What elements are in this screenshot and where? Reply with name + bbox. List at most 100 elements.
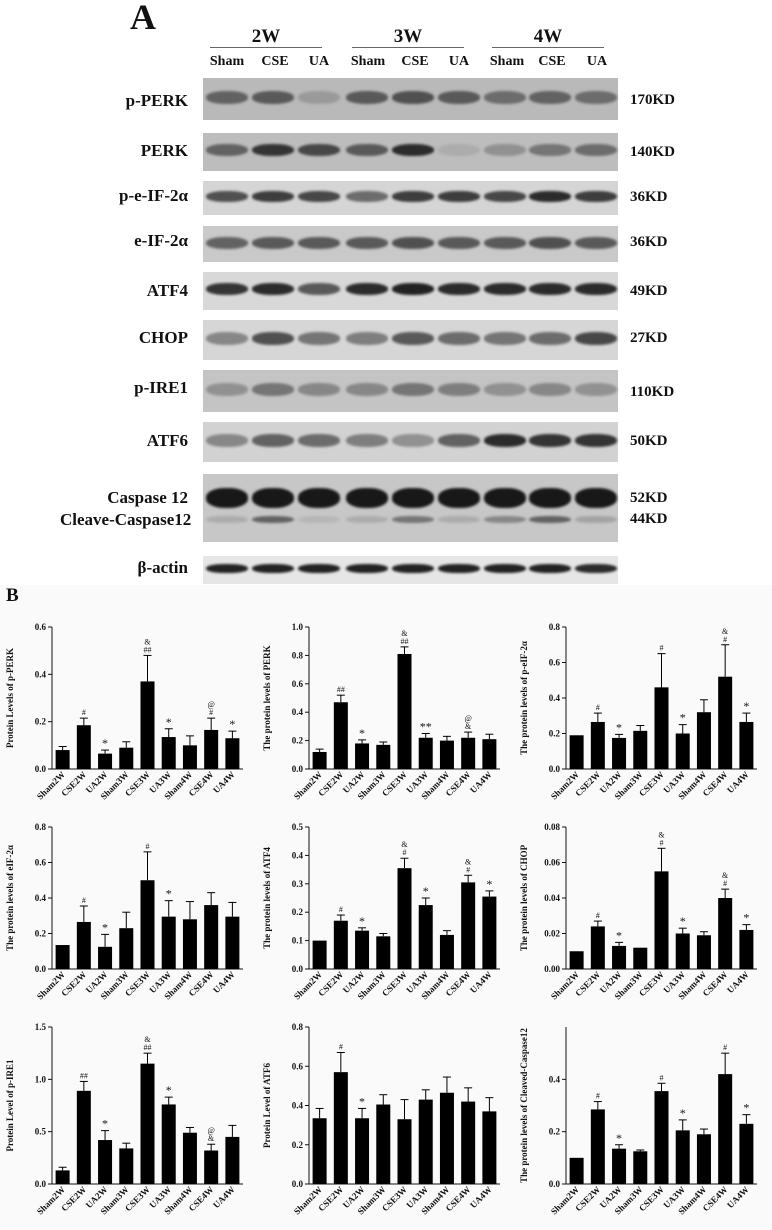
protein-band bbox=[484, 144, 526, 156]
y-tick-label: 0.4 bbox=[35, 893, 47, 903]
bar bbox=[633, 947, 648, 969]
bar-chart-cleaved-caspase12: The protein levels of Cleaved-Caspase12 0… bbox=[519, 1027, 757, 1217]
bar bbox=[696, 712, 711, 769]
significance-marker: * bbox=[616, 1131, 622, 1145]
protein-band bbox=[298, 191, 340, 202]
significance-marker: # bbox=[339, 905, 343, 914]
protein-band bbox=[575, 191, 617, 202]
significance-marker: & bbox=[208, 1134, 215, 1143]
y-tick-label: 1.0 bbox=[292, 622, 304, 632]
protein-band bbox=[438, 488, 480, 508]
bar bbox=[654, 1091, 669, 1184]
bar bbox=[739, 929, 754, 969]
protein-band bbox=[392, 332, 434, 345]
y-tick-label: 0.04 bbox=[544, 893, 560, 903]
bar bbox=[161, 916, 176, 969]
protein-band bbox=[206, 91, 248, 104]
y-axis-label: The protein levels of Cleaved-Caspase12 bbox=[519, 1028, 529, 1183]
significance-marker: & bbox=[144, 637, 151, 646]
protein-band bbox=[206, 144, 248, 156]
y-tick-label: 1.0 bbox=[35, 1074, 47, 1084]
y-axis-label: Protein Level of ATF6 bbox=[262, 1063, 272, 1148]
bar bbox=[612, 1148, 627, 1184]
protein-band bbox=[298, 237, 340, 249]
significance-marker: * bbox=[102, 920, 108, 934]
protein-band bbox=[206, 332, 248, 345]
bar-chart-p-ire1: Protein Level of p-IRE1 0.0 0.5 1.0 1.5 Sham2… bbox=[5, 1022, 243, 1217]
significance-marker: @ bbox=[207, 1126, 214, 1135]
group-label: CSE bbox=[401, 54, 429, 69]
x-tick-label: UA4W bbox=[468, 769, 494, 795]
y-axis-label: The protein levels of p-eIF-2α bbox=[519, 641, 529, 755]
protein-band bbox=[346, 383, 388, 396]
y-tick-label: 0.1 bbox=[292, 936, 304, 946]
bar bbox=[569, 951, 584, 969]
protein-band bbox=[346, 488, 388, 508]
protein-band bbox=[392, 191, 434, 202]
significance-marker: & bbox=[722, 627, 729, 636]
y-axis-label: Protein Levels of p-PERK bbox=[5, 648, 15, 748]
y-tick-label: 0.2 bbox=[35, 929, 47, 939]
y-tick-label: 0.6 bbox=[35, 622, 47, 632]
bar bbox=[225, 738, 240, 769]
protein-band bbox=[438, 383, 480, 396]
week-divider bbox=[352, 47, 464, 48]
protein-band bbox=[392, 91, 434, 104]
y-tick-label: 0.5 bbox=[35, 1127, 47, 1137]
bar bbox=[204, 1150, 219, 1184]
significance-marker: # bbox=[723, 635, 727, 644]
y-tick-label: 0.4 bbox=[35, 669, 47, 679]
protein-band bbox=[529, 144, 571, 156]
protein-band bbox=[438, 91, 480, 104]
week-label-3w: 3W bbox=[393, 26, 423, 47]
kd-label: 50KD bbox=[630, 433, 668, 449]
blot-strip bbox=[203, 78, 618, 120]
bar bbox=[654, 687, 669, 769]
protein-band bbox=[298, 516, 340, 523]
bar-chart-p-perk: Protein Levels of p-PERK 0.0 0.2 0.4 0.6 Sham… bbox=[5, 622, 243, 802]
significance-marker: * bbox=[423, 884, 429, 898]
bar bbox=[140, 681, 155, 769]
protein-band bbox=[298, 91, 340, 104]
bar bbox=[612, 945, 627, 969]
protein-band bbox=[529, 383, 571, 396]
significance-marker: * bbox=[166, 715, 172, 729]
protein-band bbox=[438, 332, 480, 345]
bar-chart-chop: The protein levels of CHOP 0.00 0.02 0.04 0.… bbox=[519, 822, 757, 1002]
x-tick-label: UA4W bbox=[468, 1184, 494, 1210]
protein-label: β-actin bbox=[137, 558, 188, 577]
protein-band bbox=[206, 191, 248, 202]
significance-marker: # bbox=[596, 703, 600, 712]
bar bbox=[182, 745, 197, 769]
y-tick-label: 0.2 bbox=[549, 1127, 561, 1137]
week-divider bbox=[492, 47, 604, 48]
bar bbox=[675, 733, 690, 769]
protein-band bbox=[438, 434, 480, 447]
bar bbox=[76, 921, 91, 969]
protein-band bbox=[252, 488, 294, 508]
protein-band bbox=[298, 564, 340, 573]
significance-marker: & bbox=[144, 1035, 151, 1044]
significance-marker: # bbox=[660, 838, 664, 847]
y-tick-label: 0.00 bbox=[544, 964, 560, 974]
significance-marker: # bbox=[723, 879, 727, 888]
significance-marker: # bbox=[596, 1092, 600, 1101]
significance-marker: ## bbox=[401, 637, 409, 646]
group-label: UA bbox=[448, 54, 470, 69]
y-tick-label: 0.4 bbox=[549, 1074, 561, 1084]
blot-strip bbox=[203, 320, 618, 360]
protein-band bbox=[346, 434, 388, 447]
y-tick-label: 0.02 bbox=[544, 929, 560, 939]
kd-label: 44KD bbox=[630, 511, 668, 527]
significance-marker: ## bbox=[144, 645, 152, 654]
x-tick-label: UA4W bbox=[211, 969, 237, 995]
bar bbox=[461, 737, 476, 769]
protein-band bbox=[298, 488, 340, 508]
significance-marker: # bbox=[596, 911, 600, 920]
y-tick-label: 0.8 bbox=[292, 1022, 304, 1032]
x-tick-label: UA4W bbox=[725, 769, 751, 795]
bar bbox=[675, 1130, 690, 1184]
y-tick-label: 0.0 bbox=[35, 964, 47, 974]
y-tick-label: 0.2 bbox=[35, 717, 47, 727]
protein-band bbox=[484, 332, 526, 345]
